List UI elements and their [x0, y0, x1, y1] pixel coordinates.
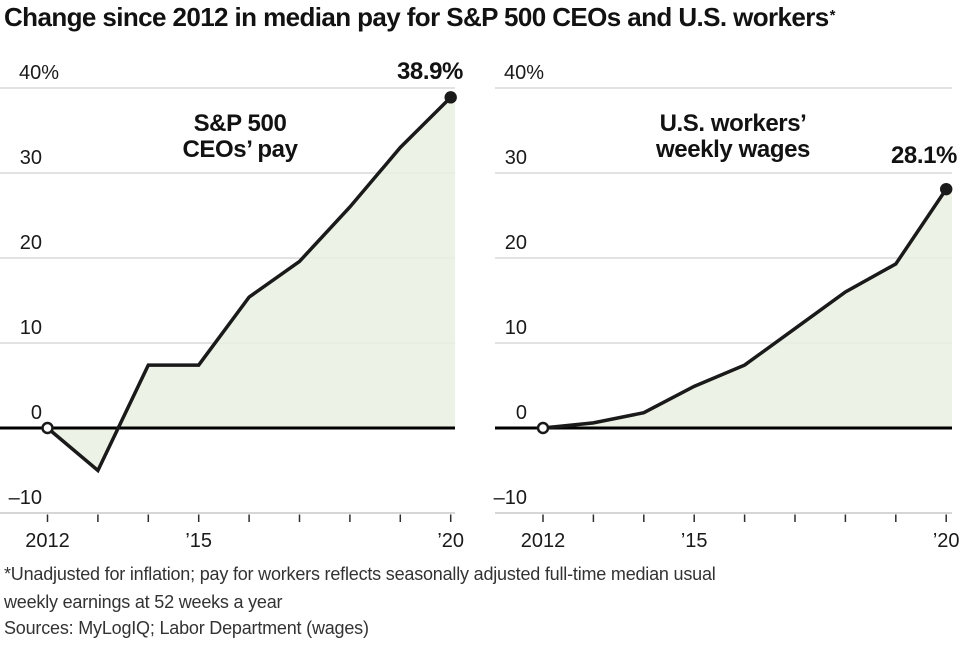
- trend-line: [45, 95, 453, 474]
- start-dot: [41, 421, 54, 435]
- y-tick-label: 10: [505, 317, 527, 339]
- y-tick-label: 20: [20, 232, 42, 254]
- y-tick-label: 0: [516, 402, 527, 424]
- panel-title-line: weekly wages: [655, 136, 810, 163]
- panel-title-line: S&P 500: [194, 110, 287, 137]
- start-dot: [536, 421, 550, 435]
- footnote-line2: weekly earnings at 52 weeks a year: [4, 592, 283, 612]
- y-tick-label: 40%: [19, 62, 59, 84]
- chart-title-text: Change since 2012 in median pay for S&P …: [4, 2, 829, 32]
- x-tick-label: ’20: [933, 530, 960, 552]
- chart-title: Change since 2012 in median pay for S&P …: [4, 2, 836, 33]
- x-tick-label: ’15: [185, 530, 212, 552]
- panel-title-line: CEOs’ pay: [182, 136, 298, 163]
- area-fill: [47, 97, 455, 471]
- footnote-line1: *Unadjusted for inflation; pay for worke…: [4, 564, 716, 584]
- y-tick-label: 40%: [504, 62, 544, 84]
- y-tick-label: 30: [505, 147, 527, 169]
- trend-line: [541, 187, 948, 430]
- y-tick-label: 10: [20, 317, 42, 339]
- workers-wages-chart: 40% 30 20 10 0 –10 2012 ’15 ’20 U.S. workers’week…: [494, 62, 960, 552]
- y-tick-label: 0: [31, 402, 42, 424]
- end-dot: [444, 91, 457, 104]
- y-tick-label: –10: [9, 487, 42, 509]
- y-tick-label: 30: [20, 147, 42, 169]
- x-tick-label: 2012: [521, 530, 566, 552]
- x-tick-label: ’15: [681, 530, 708, 552]
- footnote: *Unadjusted for inflation; pay for worke…: [4, 560, 716, 616]
- charts-row: 40% 30 20 10 0 –10 2012 ’15 ’20 S&P 500 CEOs’ pay 3…: [0, 55, 960, 555]
- end-value-label: 28.1%: [891, 142, 957, 169]
- x-tick-label: ’20: [437, 530, 464, 552]
- sources: Sources: MyLogIQ; Labor Department (wage…: [4, 618, 369, 638]
- y-tick-label: 20: [505, 232, 527, 254]
- footnote-marker: *: [829, 7, 836, 24]
- end-value-label: 38.9%: [397, 58, 463, 85]
- end-dot: [940, 182, 953, 196]
- y-tick-label: –10: [494, 487, 527, 509]
- panel-title-line: U.S. workers’: [660, 110, 807, 137]
- x-tick-label: 2012: [25, 530, 70, 552]
- area-fill: [543, 189, 952, 428]
